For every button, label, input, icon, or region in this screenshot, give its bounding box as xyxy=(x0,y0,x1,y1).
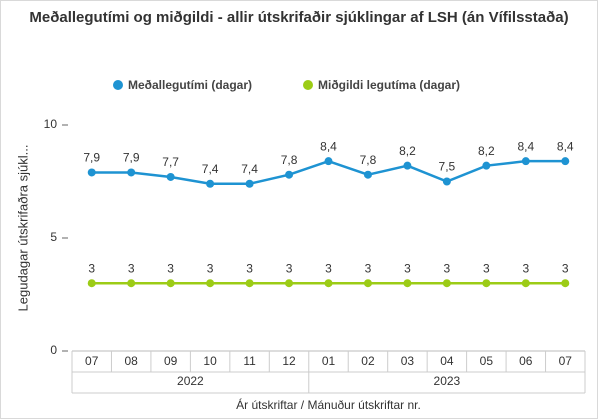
x-tick-label: 07 xyxy=(559,354,573,368)
x-tick-label: 08 xyxy=(125,354,139,368)
data-label: 3 xyxy=(246,261,253,275)
data-label: 3 xyxy=(88,261,95,275)
data-point xyxy=(166,172,175,181)
data-label: 3 xyxy=(444,261,451,275)
legend-label: Meðallegutími (dagar) xyxy=(128,78,252,92)
data-point xyxy=(285,170,294,179)
x-group-label: 2022 xyxy=(177,374,204,388)
data-point xyxy=(127,279,136,288)
x-tick-label: 11 xyxy=(243,354,256,368)
data-point xyxy=(206,179,215,188)
x-tick-label: 07 xyxy=(85,354,99,368)
data-point xyxy=(482,279,491,288)
x-tick-label: 01 xyxy=(322,354,336,368)
data-point xyxy=(87,168,96,177)
legend-marker xyxy=(303,80,313,90)
x-tick-label: 12 xyxy=(282,354,296,368)
data-label: 3 xyxy=(365,261,372,275)
data-point xyxy=(127,168,136,177)
data-label: 3 xyxy=(404,261,411,275)
data-point xyxy=(324,157,333,166)
data-point xyxy=(87,279,96,288)
data-label: 8,4 xyxy=(557,139,574,153)
y-tick-label: 5 xyxy=(50,230,57,244)
data-point xyxy=(521,279,530,288)
x-tick-label: 09 xyxy=(164,354,178,368)
legend-label: Miðgildi legutíma (dagar) xyxy=(318,78,460,92)
data-label: 3 xyxy=(325,261,332,275)
x-tick-label: 04 xyxy=(440,354,454,368)
data-point xyxy=(403,161,412,170)
data-point xyxy=(285,279,294,288)
data-point xyxy=(442,279,451,288)
x-group-label: 2023 xyxy=(434,374,461,388)
data-label: 8,2 xyxy=(399,144,416,158)
data-label: 3 xyxy=(207,261,214,275)
legend-marker xyxy=(113,80,123,90)
data-label: 7,8 xyxy=(281,153,298,167)
data-point xyxy=(245,179,254,188)
data-label: 3 xyxy=(128,261,135,275)
x-tick-label: 03 xyxy=(401,354,415,368)
data-label: 3 xyxy=(522,261,529,275)
data-label: 3 xyxy=(562,261,569,275)
x-tick-label: 06 xyxy=(519,354,533,368)
data-point xyxy=(561,279,570,288)
data-point xyxy=(324,279,333,288)
x-tick-label: 02 xyxy=(361,354,375,368)
x-tick-label: 10 xyxy=(203,354,217,368)
y-tick-label: 0 xyxy=(50,343,57,357)
data-label: 7,4 xyxy=(241,162,258,176)
data-label: 3 xyxy=(167,261,174,275)
data-label: 7,8 xyxy=(360,153,377,167)
data-point xyxy=(206,279,215,288)
data-point xyxy=(482,161,491,170)
data-label: 7,9 xyxy=(123,151,140,165)
data-point xyxy=(442,177,451,186)
data-label: 7,5 xyxy=(439,160,456,174)
data-point xyxy=(166,279,175,288)
data-label: 8,4 xyxy=(517,139,534,153)
data-label: 3 xyxy=(483,261,490,275)
data-point xyxy=(403,279,412,288)
data-point xyxy=(521,157,530,166)
data-label: 8,2 xyxy=(478,144,495,158)
y-axis-label: Legudagar útskrifaðra sjúkl... xyxy=(15,145,30,312)
chart-title: Meðallegutími og miðgildi - allir útskri… xyxy=(29,9,569,26)
x-tick-label: 05 xyxy=(480,354,494,368)
y-tick-label: 10 xyxy=(44,117,58,131)
data-label: 7,7 xyxy=(162,155,179,169)
data-label: 3 xyxy=(286,261,293,275)
data-point xyxy=(363,279,372,288)
data-label: 8,4 xyxy=(320,139,337,153)
data-label: 7,9 xyxy=(83,151,100,165)
data-point xyxy=(363,170,372,179)
x-axis-label: Ár útskriftar / Mánuður útskriftar nr. xyxy=(236,397,421,412)
data-point xyxy=(245,279,254,288)
data-label: 7,4 xyxy=(202,162,219,176)
data-point xyxy=(561,157,570,166)
